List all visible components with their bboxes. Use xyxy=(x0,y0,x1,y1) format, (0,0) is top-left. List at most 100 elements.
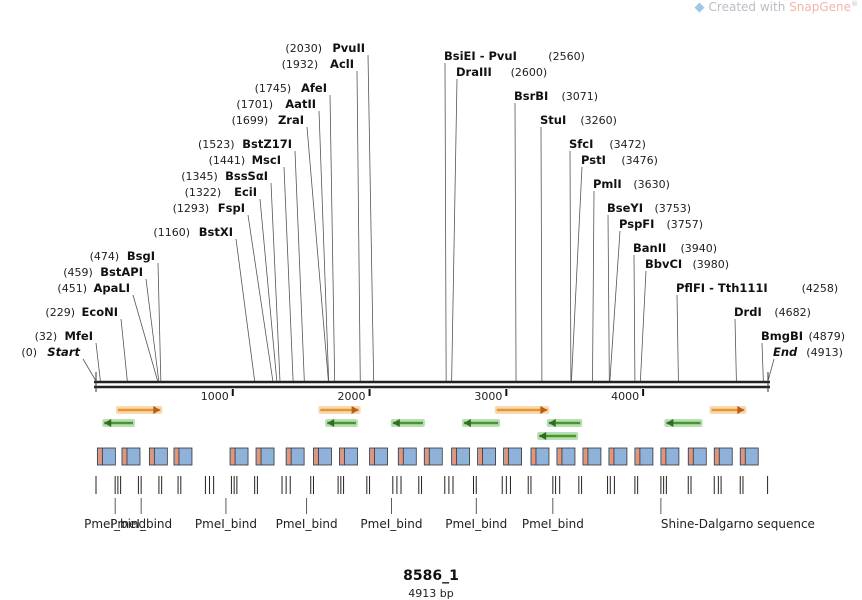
enzyme-leader-left xyxy=(132,294,159,382)
enzyme-position-right: (3071) xyxy=(562,90,599,103)
repeat-box-stripe xyxy=(504,449,509,464)
bind-label: PmeI_bind xyxy=(276,517,338,531)
repeat-box-stripe xyxy=(609,449,614,464)
enzyme-name-left: EciI xyxy=(234,185,257,199)
repeat-box-stripe xyxy=(478,449,483,464)
enzyme-position-left: (1701) xyxy=(236,98,273,111)
enzyme-name-left: BsgI xyxy=(127,249,155,263)
enzyme-position-right: (4682) xyxy=(774,306,811,319)
feature-green-arrow-head xyxy=(327,419,335,427)
feature-green-arrow-head xyxy=(392,419,400,427)
watermark-brand: SnapGene xyxy=(789,0,851,14)
enzyme-name-right: PmlI xyxy=(593,177,622,191)
enzyme-name-right: PstI xyxy=(581,153,606,167)
enzyme-name-right: End xyxy=(773,345,798,359)
repeat-box-stripe xyxy=(689,449,694,464)
enzyme-leader-right xyxy=(761,342,764,382)
enzyme-leader-left xyxy=(157,262,162,382)
enzyme-position-right: (3753) xyxy=(655,202,692,215)
enzyme-position-left: (1745) xyxy=(255,82,292,95)
feature-green-arrow-head xyxy=(539,432,547,440)
enzyme-position-right: (3472) xyxy=(609,138,646,151)
enzyme-leader-left xyxy=(235,238,256,382)
repeat-box-stripe xyxy=(583,449,588,464)
enzyme-name-left: BstAPI xyxy=(100,265,143,279)
scale-tick-label: 1000 xyxy=(201,390,229,403)
repeat-box-stripe xyxy=(635,449,640,464)
feature-green-arrow-head xyxy=(104,419,112,427)
enzyme-leader-right xyxy=(571,166,583,382)
sequence-length: 4913 bp xyxy=(408,587,454,600)
enzyme-name-right: PspFI xyxy=(619,217,654,231)
enzyme-position-right: (3940) xyxy=(681,242,718,255)
enzyme-leader-left xyxy=(294,150,305,382)
bind-label: PmeI_bind xyxy=(445,517,507,531)
repeat-box-stripe xyxy=(287,449,292,464)
enzyme-leader-right xyxy=(514,102,517,382)
enzyme-leader-right xyxy=(451,78,458,382)
enzyme-position-left: (1932) xyxy=(282,58,319,71)
enzyme-leader-left xyxy=(247,214,274,382)
feature-orange-arrow-head xyxy=(737,406,745,414)
watermark-prefix: Created with xyxy=(708,0,790,14)
enzyme-name-left: MfeI xyxy=(64,329,93,343)
enzyme-name-right: BseYI xyxy=(607,201,643,215)
enzyme-leader-right xyxy=(569,150,572,382)
enzyme-name-left: ZraI xyxy=(278,113,304,127)
enzyme-name-right: BbvCI xyxy=(645,257,682,271)
repeat-box-stripe xyxy=(98,449,103,464)
enzyme-leader-right xyxy=(734,318,737,382)
enzyme-position-right: (4258) xyxy=(802,282,839,295)
enzyme-leader-left xyxy=(95,342,101,382)
scale-tick-label: 2000 xyxy=(338,390,366,403)
enzyme-position-right: (2600) xyxy=(511,66,548,79)
enzyme-name-right: StuI xyxy=(540,113,566,127)
enzyme-position-left: (474) xyxy=(90,250,120,263)
bind-label: PmeI_bind xyxy=(84,517,146,531)
repeat-box-stripe xyxy=(399,449,404,464)
enzyme-position-right: (3980) xyxy=(693,258,730,271)
enzyme-leader-left xyxy=(270,182,281,382)
enzyme-position-right: (2560) xyxy=(548,50,585,63)
bind-label: PmeI_bind xyxy=(195,517,257,531)
bind-label: PmeI_bind xyxy=(360,517,422,531)
repeat-box-stripe xyxy=(452,449,457,464)
enzyme-leader-left xyxy=(318,110,330,382)
enzyme-position-right: (3630) xyxy=(633,178,670,191)
enzyme-position-right: (3476) xyxy=(621,154,658,167)
feature-orange-arrow-head xyxy=(351,406,359,414)
enzyme-leader-left xyxy=(259,198,278,382)
enzyme-name-right: BsrBI xyxy=(514,89,548,103)
enzyme-leader-right xyxy=(592,190,595,382)
enzyme-leader-right xyxy=(607,214,610,382)
enzyme-position-left: (0) xyxy=(21,346,37,359)
enzyme-leader-left xyxy=(82,358,97,382)
repeat-box-stripe xyxy=(557,449,562,464)
enzyme-position-left: (229) xyxy=(45,306,75,319)
enzyme-name-left: BstZ17I xyxy=(242,137,292,151)
enzyme-position-left: (1523) xyxy=(198,138,235,151)
enzyme-leader-right xyxy=(444,62,447,382)
repeat-box-stripe xyxy=(150,449,155,464)
enzyme-name-left: Start xyxy=(47,345,80,359)
enzyme-name-left: BstXI xyxy=(199,225,233,239)
repeat-box-stripe xyxy=(314,449,319,464)
feature-green-arrow-head xyxy=(666,419,674,427)
enzyme-position-right: (4879) xyxy=(809,330,846,343)
enzyme-leader-left xyxy=(329,94,336,382)
watermark-mark: ® xyxy=(851,0,858,8)
repeat-box-stripe xyxy=(715,449,720,464)
enzyme-leader-left xyxy=(145,278,160,382)
enzyme-leader-right xyxy=(639,270,647,382)
enzyme-leader-left xyxy=(283,166,294,382)
enzyme-name-right: BmgBI xyxy=(761,329,803,343)
enzyme-position-right: (3260) xyxy=(580,114,617,127)
sequence-name: 8586_1 xyxy=(403,568,459,584)
feature-green-arrow-head xyxy=(463,419,471,427)
enzyme-leader-right xyxy=(609,230,621,382)
enzyme-position-left: (2030) xyxy=(285,42,322,55)
enzyme-leader-right xyxy=(767,358,775,382)
enzyme-position-left: (459) xyxy=(63,266,93,279)
enzyme-position-left: (1345) xyxy=(181,170,218,183)
